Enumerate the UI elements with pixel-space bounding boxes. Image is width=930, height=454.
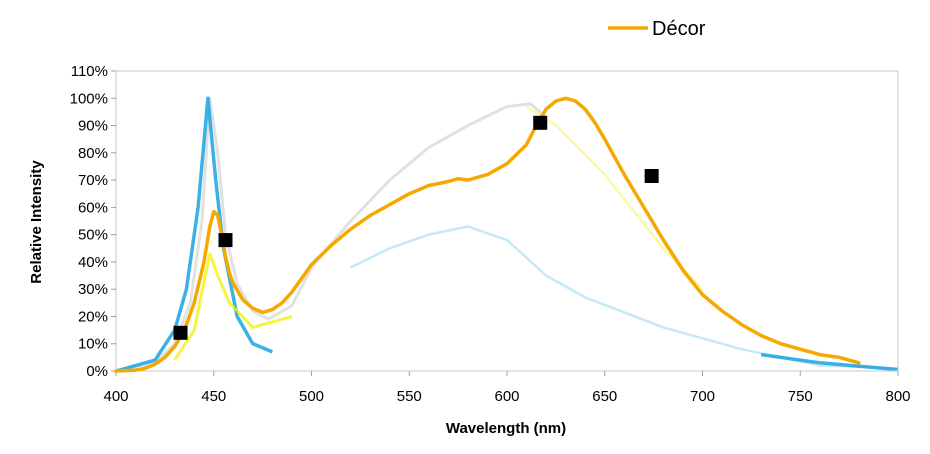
faded-blue-curve bbox=[115, 96, 274, 373]
data-marker bbox=[533, 115, 548, 130]
x-tick-label: 450 bbox=[201, 388, 226, 405]
x-tick-label: 700 bbox=[690, 388, 715, 405]
y-tick-label: 60% bbox=[78, 199, 108, 216]
x-tick-label: 750 bbox=[788, 388, 813, 405]
series-layer bbox=[114, 96, 861, 373]
y-tick-label: 50% bbox=[78, 227, 108, 244]
faded-background-curves bbox=[115, 96, 899, 373]
y-tick-label: 90% bbox=[78, 118, 108, 135]
faded-blue-end bbox=[760, 352, 899, 372]
y-tick-label: 110% bbox=[71, 63, 108, 80]
marker-layer bbox=[173, 115, 659, 340]
legend-label-decor: Décor bbox=[652, 18, 706, 40]
x-tick-label: 400 bbox=[103, 388, 128, 405]
y-tick-label: 0% bbox=[86, 363, 108, 380]
x-tick-label: 500 bbox=[299, 388, 324, 405]
y-tick-label: 30% bbox=[78, 281, 108, 298]
faded-yellow-curve bbox=[173, 252, 293, 361]
faded-gray-curve bbox=[115, 96, 548, 373]
y-tick-label: 20% bbox=[78, 308, 108, 325]
x-tick-label: 550 bbox=[397, 388, 422, 405]
y-tick-label: 70% bbox=[78, 172, 108, 189]
y-axis-title: Relative Intensity bbox=[28, 160, 45, 284]
y-axis: 0% 10% 20% 30% 40% 50% 60% 70% 80% 90% 100% 110% bbox=[70, 63, 116, 380]
legend: Décor bbox=[608, 18, 706, 40]
y-tick-label: 40% bbox=[78, 254, 108, 271]
data-marker bbox=[173, 325, 188, 340]
x-axis: 400 450 500 550 600 650 700 750 800 bbox=[103, 371, 911, 405]
x-axis-title: Wavelength (nm) bbox=[446, 420, 566, 437]
y-tick-label: 80% bbox=[78, 145, 108, 162]
y-tick-label: 10% bbox=[78, 336, 108, 353]
x-tick-label: 800 bbox=[885, 388, 910, 405]
series-line-decor bbox=[114, 96, 861, 373]
data-marker bbox=[218, 233, 233, 248]
data-marker bbox=[644, 169, 659, 183]
x-tick-label: 650 bbox=[592, 388, 617, 405]
x-tick-label: 600 bbox=[494, 388, 519, 405]
y-tick-label: 100% bbox=[70, 90, 108, 107]
